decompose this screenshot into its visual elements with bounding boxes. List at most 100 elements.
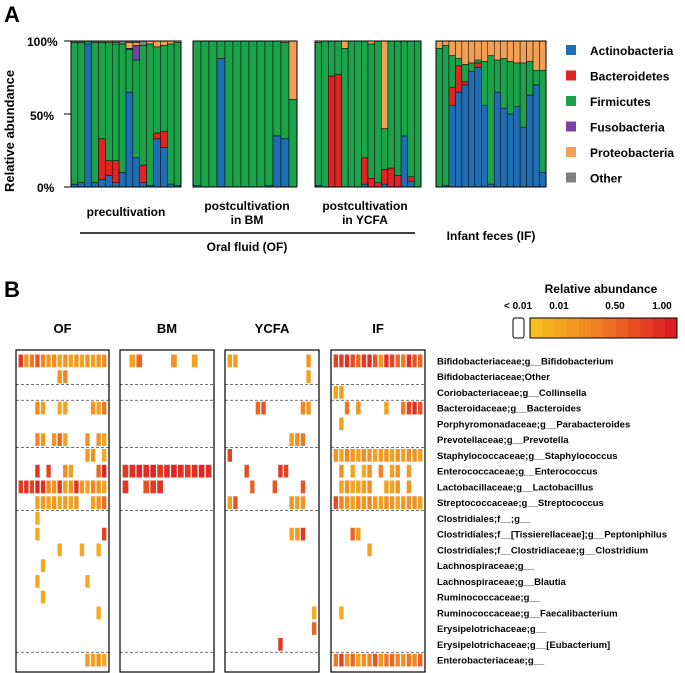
y-axis-label: Relative abundance [2,70,17,192]
heatmap-cell [289,496,294,509]
heatmap-cell [311,622,317,635]
bar-segment-firmicutes: postcultivation in YCFA #3 Firmicutes: 2… [328,40,336,77]
heatmap-cell [24,354,29,368]
heatmap-cell [361,480,367,494]
bar-segment-proteobacteria: Infant feces (IF) #4 Proteobacteria: 12% [455,40,463,59]
heatmap-cell [96,496,101,509]
group-label-precultivation: precultivation [87,205,166,219]
bar-segment-firmicutes: Infant feces (IF) #6 Firmicutes: 6% [468,62,476,72]
heatmap-header-of: OF [53,321,71,336]
bar-panel-postcultivation-in-ycfa: postcultivation in YCFA #1 Actinobacteri… [314,40,422,188]
bar-segment-actinobacteria: Infant feces (IF) #4 Actinobacteria: 65% [455,91,463,188]
bar-segment-proteobacteria: Infant feces (IF) #14 Proteobacteria: 15… [519,40,527,64]
heatmap-cell [102,433,107,446]
bar-segment-bacteroidetes: Infant feces (IF) #3 Bacteroidetes: 12% [448,87,456,106]
taxon-label: Streptococcaceae;g__Streptococcus [437,498,604,509]
heatmap-cell [378,449,384,462]
heatmap-cell [171,354,177,368]
heatmap-cell [367,449,372,462]
legend-swatch-bacteroidetes [566,70,576,81]
bar-segment-actinobacteria: Infant feces (IF) #17 Actinobacteria: 10… [539,172,547,188]
bar-segment-actinobacteria: Infant feces (IF) #15 Actinobacteria: 63… [526,94,534,188]
bar-panel-frame [435,40,547,188]
heatmap-cell [164,464,170,478]
heatmap-cell [401,401,406,415]
taxon-label: Erysipelotrichaceae;g__[Eubacterium] [437,640,610,651]
bar-segment-bacteroidetes: precultivation #7 Bacteroidetes: 15% [112,160,120,183]
heatmap-cell [90,401,96,415]
bar-segment-actinobacteria: precultivation #4 Actinobacteria: 3% [91,182,99,188]
bar-segment-actinobacteria: postcultivation in YCFA #15 Actinobacter… [407,180,415,188]
panel-a-label: A [4,2,20,27]
bar-segment-bacteroidetes: postcultivation in YCFA #4 Bacteroidetes… [334,74,342,188]
heatmap-cell [395,449,400,462]
heatmap-cell [350,527,355,541]
heatmap-cell [300,496,306,509]
bar-segment-actinobacteria: precultivation #8 Actinobacteria: 10% [118,172,127,188]
heatmap-cell [150,464,157,478]
scale-segment [566,318,580,338]
heatmap-cell [46,464,51,478]
bar-segment-firmicutes: precultivation #11 Firmicutes: 82% [139,45,147,166]
heatmap-column-frame [330,349,426,673]
heatmap-cell [90,480,96,494]
heatmap-cell [261,401,266,415]
heatmap-cell [255,401,261,415]
heatmap-cell [57,354,62,368]
taxon-label: Ruminococcaceae;g__ [437,593,541,604]
bar-segment-bacteroidetes: precultivation #13 Bacteroidetes: 4% [153,132,161,140]
heatmap-cell [157,464,163,478]
taxon-label: Staphylococcaceae;g__Staphylococcus [437,451,618,462]
bar-segment-proteobacteria: Infant feces (IF) #2 Proteobacteria: 3% [442,40,450,46]
heatmap-cell [40,433,46,446]
color-scale-bar [529,317,678,339]
heatmap-cell [184,464,191,478]
scale-segment [591,318,604,338]
bar-segment-proteobacteria: postcultivation in YCFA #5 Proteobacteri… [341,40,349,49]
heatmap-cell [344,480,350,494]
stacked-bars: precultivation #1 Actinobacteria: 2%prec… [70,40,547,188]
heatmap-cell [361,449,367,462]
bar-segment-firmicutes: Infant feces (IF) #13 Firmicutes: 30% [513,62,521,107]
bar-segment-firmicutes: postcultivation in BM #4 Firmicutes: 12% [216,40,226,59]
heatmap-cell [18,480,23,494]
heatmap-cell [412,354,417,368]
bar-segment-proteobacteria: Infant feces (IF) #11 Proteobacteria: 12… [500,40,508,59]
heatmap-cell [384,401,389,415]
bar-segment-actinobacteria: precultivation #2 Actinobacteria: 3% [77,182,86,188]
heatmap-column-bm: BM [119,321,215,673]
heatmap-cell [57,370,62,383]
heatmap-cell [122,464,129,478]
taxon-label: Bifidobacteriaceae;g__Bifidobacterium [437,356,613,367]
heatmap-column-frame [119,349,215,673]
heatmap-cell [306,370,311,383]
bar-segment-firmicutes: Infant feces (IF) #17 Firmicutes: 70% [539,69,547,173]
heatmap-cell [233,496,238,509]
heatmap-cell [40,354,46,368]
heatmap-cell [344,496,350,509]
heatmap-cell [372,449,378,462]
heatmap-cell [40,559,46,572]
heatmap-cell [401,653,406,667]
scale-segment [664,318,678,338]
heatmap-cell [395,496,400,509]
heatmap-cell [350,354,355,368]
bar-segment-actinobacteria: Infant feces (IF) #16 Actinobacteria: 70… [532,84,540,188]
bar-segment-firmicutes: postcultivation in BM #11 Firmicutes: 65… [272,40,282,137]
bar-segment-firmicutes: precultivation #1 Firmicutes: 97% [70,42,79,185]
legend-label-bacteroidetes: Bacteroidetes [590,70,670,84]
bar-segment-actinobacteria: Infant feces (IF) #8 Actinobacteria: 56% [481,104,489,188]
heatmap-cell [333,354,339,368]
bar-segment-firmicutes: postcultivation in YCFA #9 Firmicutes: 9… [367,43,375,179]
heatmap-cell [350,653,355,667]
heatmap-column-of: OF [15,321,110,673]
bar-segment-bacteroidetes: precultivation #11 Bacteroidetes: 12% [139,164,147,183]
heatmap-cell [339,354,344,368]
bar-segment-firmicutes: postcultivation in YCFA #16 Firmicutes: … [414,40,422,188]
heatmap-cell [384,354,389,368]
scale-segment [652,318,666,338]
bar-segment-proteobacteria: precultivation #13 Proteobacteria: 4% [153,40,161,48]
heatmap-cell [406,354,412,368]
bar-segment-firmicutes: Infant feces (IF) #14 Firmicutes: 44% [519,62,527,128]
